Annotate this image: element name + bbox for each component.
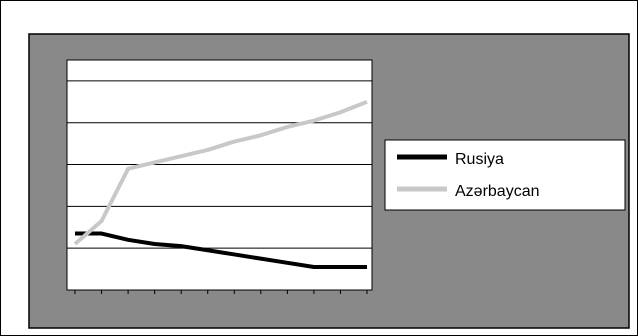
gridlines xyxy=(67,80,372,249)
legend-label-azerbaycan: Azərbaycan xyxy=(455,183,540,200)
series-layer xyxy=(73,99,368,269)
series-line-rusiya xyxy=(75,231,367,269)
legend-label-rusiya: Rusiya xyxy=(455,151,504,168)
legend: Rusiya Azərbaycan xyxy=(384,139,626,211)
series-line-azerbaycan xyxy=(73,99,368,246)
plot-area xyxy=(66,59,373,291)
legend-box xyxy=(384,139,626,211)
x-axis-ticks xyxy=(74,290,368,294)
